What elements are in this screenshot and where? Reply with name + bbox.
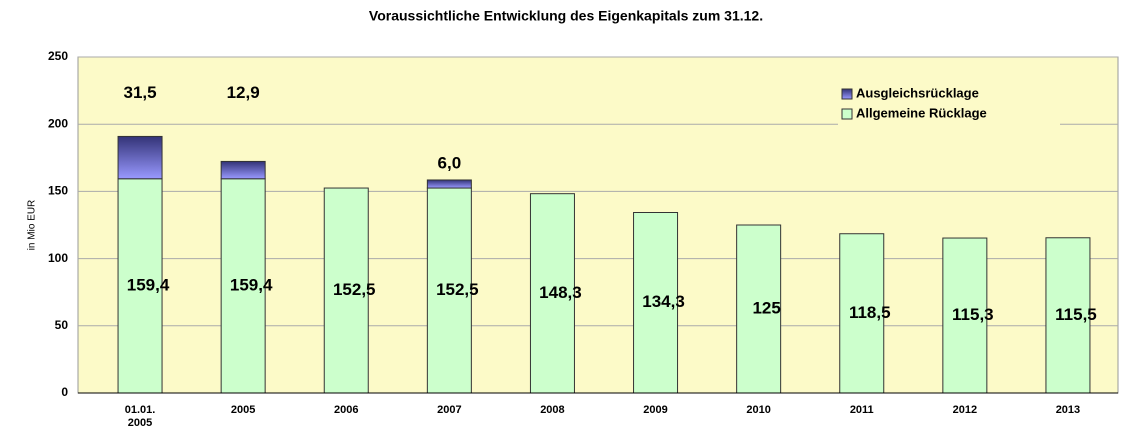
data-label: 6,0	[438, 153, 462, 172]
data-label: 159,4	[127, 275, 170, 294]
x-tick-label: 2009	[643, 404, 668, 416]
data-label: 12,9	[227, 83, 260, 102]
x-tick-label: 2005	[230, 404, 256, 416]
data-label: 152,5	[436, 280, 479, 299]
data-label: 125	[752, 298, 780, 317]
bar	[942, 237, 988, 394]
chart-title: Voraussichtliche Entwicklung des Eigenka…	[369, 8, 763, 24]
x-tick-label: 2006	[334, 404, 359, 416]
x-tick-label: 2011	[849, 404, 874, 416]
bar	[633, 212, 679, 394]
bar	[117, 135, 163, 180]
legend-swatch	[841, 88, 853, 100]
legend-label: Ausgleichsrücklage	[856, 85, 979, 100]
x-tick-label: 2008	[540, 404, 565, 416]
data-label: 152,5	[333, 280, 376, 299]
bar	[323, 187, 369, 394]
y-tick-label: 200	[48, 116, 68, 130]
bar	[220, 178, 266, 394]
bar	[220, 160, 266, 180]
legend-swatch	[841, 108, 853, 120]
x-tick-label: 01.01. 2005	[124, 404, 156, 428]
y-tick-label: 100	[48, 251, 68, 265]
bar	[426, 187, 472, 394]
bar	[1045, 237, 1091, 394]
y-tick-label: 50	[55, 318, 69, 332]
legend-label: Allgemeine Rücklage	[856, 105, 987, 120]
data-label: 159,4	[230, 275, 273, 294]
x-tick-label: 2013	[1055, 404, 1081, 416]
legend-box	[838, 84, 1060, 128]
bar	[529, 193, 575, 394]
x-tick-label: 2007	[437, 404, 462, 416]
x-tick-label: 2010	[746, 404, 771, 416]
bar	[117, 178, 163, 394]
data-label: 118,5	[849, 303, 891, 322]
data-label: 134,3	[642, 292, 685, 311]
data-label: 115,5	[1055, 305, 1097, 324]
data-label: 115,3	[952, 305, 994, 324]
x-tick-label: 2012	[952, 404, 978, 416]
y-axis-label: in Mio EUR	[27, 200, 38, 251]
y-tick-label: 250	[48, 49, 68, 63]
bar	[736, 224, 782, 394]
data-label: 31,5	[124, 83, 157, 102]
bar	[426, 179, 472, 189]
data-label: 148,3	[539, 283, 582, 302]
y-tick-label: 150	[48, 184, 68, 198]
y-tick-label: 0	[61, 385, 68, 399]
